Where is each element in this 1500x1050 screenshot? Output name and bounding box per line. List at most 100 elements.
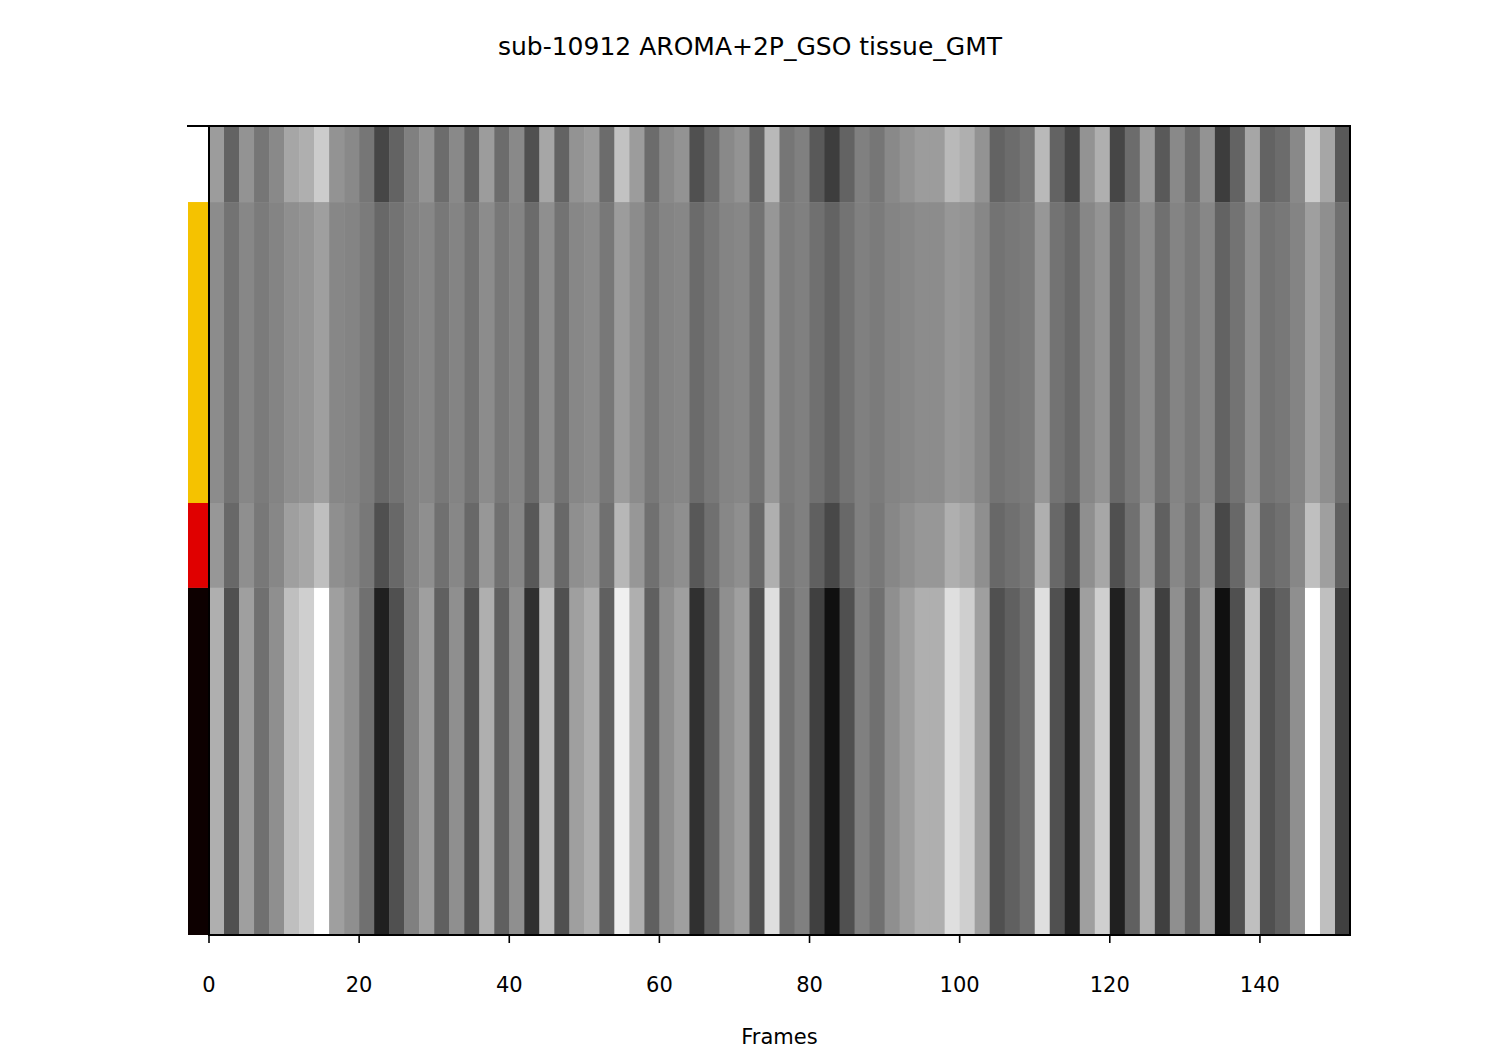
cell bbox=[734, 126, 750, 202]
cell bbox=[870, 202, 886, 503]
segment bbox=[188, 202, 208, 503]
cell bbox=[1005, 588, 1021, 935]
cell bbox=[1080, 588, 1096, 935]
cell bbox=[644, 503, 660, 588]
cell bbox=[870, 126, 886, 202]
cell bbox=[1230, 503, 1246, 588]
cell bbox=[900, 503, 916, 588]
cell bbox=[975, 503, 991, 588]
cell bbox=[1110, 588, 1126, 935]
cell bbox=[1245, 503, 1261, 588]
cell bbox=[539, 503, 555, 588]
cell bbox=[1050, 588, 1066, 935]
cell bbox=[975, 588, 991, 935]
cell bbox=[1080, 503, 1096, 588]
cell bbox=[930, 588, 946, 935]
cell bbox=[1005, 503, 1021, 588]
cell bbox=[1125, 503, 1141, 588]
cell bbox=[870, 503, 886, 588]
cell bbox=[1140, 503, 1156, 588]
cell bbox=[554, 588, 570, 935]
cell bbox=[389, 126, 405, 202]
cell bbox=[1290, 202, 1306, 503]
cells bbox=[209, 126, 1350, 935]
cell bbox=[945, 126, 961, 202]
cell bbox=[1335, 588, 1350, 935]
cell bbox=[404, 588, 420, 935]
cell bbox=[1320, 588, 1336, 935]
cell bbox=[780, 588, 796, 935]
cell bbox=[734, 503, 750, 588]
cell bbox=[1230, 126, 1246, 202]
cell bbox=[719, 503, 735, 588]
cell bbox=[1275, 588, 1291, 935]
cell bbox=[329, 202, 345, 503]
cell bbox=[1140, 202, 1156, 503]
cell bbox=[855, 503, 871, 588]
cell bbox=[810, 202, 826, 503]
cell bbox=[945, 503, 961, 588]
cell bbox=[719, 126, 735, 202]
cell bbox=[975, 126, 991, 202]
cell bbox=[1200, 202, 1216, 503]
cell bbox=[524, 126, 540, 202]
cell bbox=[659, 503, 675, 588]
cell bbox=[825, 588, 841, 935]
cell bbox=[224, 503, 240, 588]
cell bbox=[434, 126, 450, 202]
cell bbox=[344, 126, 360, 202]
cell bbox=[659, 588, 675, 935]
cell bbox=[524, 202, 540, 503]
cell bbox=[569, 503, 585, 588]
cell bbox=[1230, 588, 1246, 935]
cell bbox=[329, 588, 345, 935]
cell bbox=[284, 588, 300, 935]
x-tick-label: 40 bbox=[496, 973, 523, 997]
cell bbox=[945, 588, 961, 935]
cell bbox=[855, 202, 871, 503]
cell bbox=[659, 126, 675, 202]
cell bbox=[569, 588, 585, 935]
cell bbox=[960, 126, 976, 202]
cell bbox=[1320, 126, 1336, 202]
cell bbox=[1290, 503, 1306, 588]
cell bbox=[1170, 503, 1186, 588]
cell bbox=[795, 202, 811, 503]
cell bbox=[689, 503, 705, 588]
cell bbox=[1020, 202, 1036, 503]
cell bbox=[674, 503, 690, 588]
cell bbox=[434, 503, 450, 588]
cell bbox=[269, 503, 285, 588]
cell bbox=[359, 126, 375, 202]
cell bbox=[314, 126, 330, 202]
x-tick-label: 20 bbox=[346, 973, 373, 997]
cell bbox=[464, 503, 480, 588]
cell bbox=[1080, 202, 1096, 503]
cell bbox=[795, 503, 811, 588]
cell bbox=[840, 126, 856, 202]
cell bbox=[254, 202, 270, 503]
cell bbox=[389, 503, 405, 588]
cell bbox=[1065, 588, 1081, 935]
cell bbox=[584, 503, 600, 588]
cell bbox=[509, 202, 525, 503]
cell bbox=[915, 126, 931, 202]
cell bbox=[449, 503, 465, 588]
cell bbox=[1185, 588, 1201, 935]
cell bbox=[389, 202, 405, 503]
cell bbox=[1275, 202, 1291, 503]
cell bbox=[795, 588, 811, 935]
cell bbox=[479, 588, 495, 935]
cell bbox=[1320, 202, 1336, 503]
cell bbox=[449, 202, 465, 503]
cell bbox=[464, 202, 480, 503]
cell bbox=[584, 126, 600, 202]
cell bbox=[629, 202, 645, 503]
cell bbox=[209, 126, 225, 202]
cell bbox=[464, 126, 480, 202]
cell bbox=[479, 503, 495, 588]
cell bbox=[780, 202, 796, 503]
cell bbox=[885, 126, 901, 202]
cell bbox=[1125, 202, 1141, 503]
cell bbox=[870, 588, 886, 935]
